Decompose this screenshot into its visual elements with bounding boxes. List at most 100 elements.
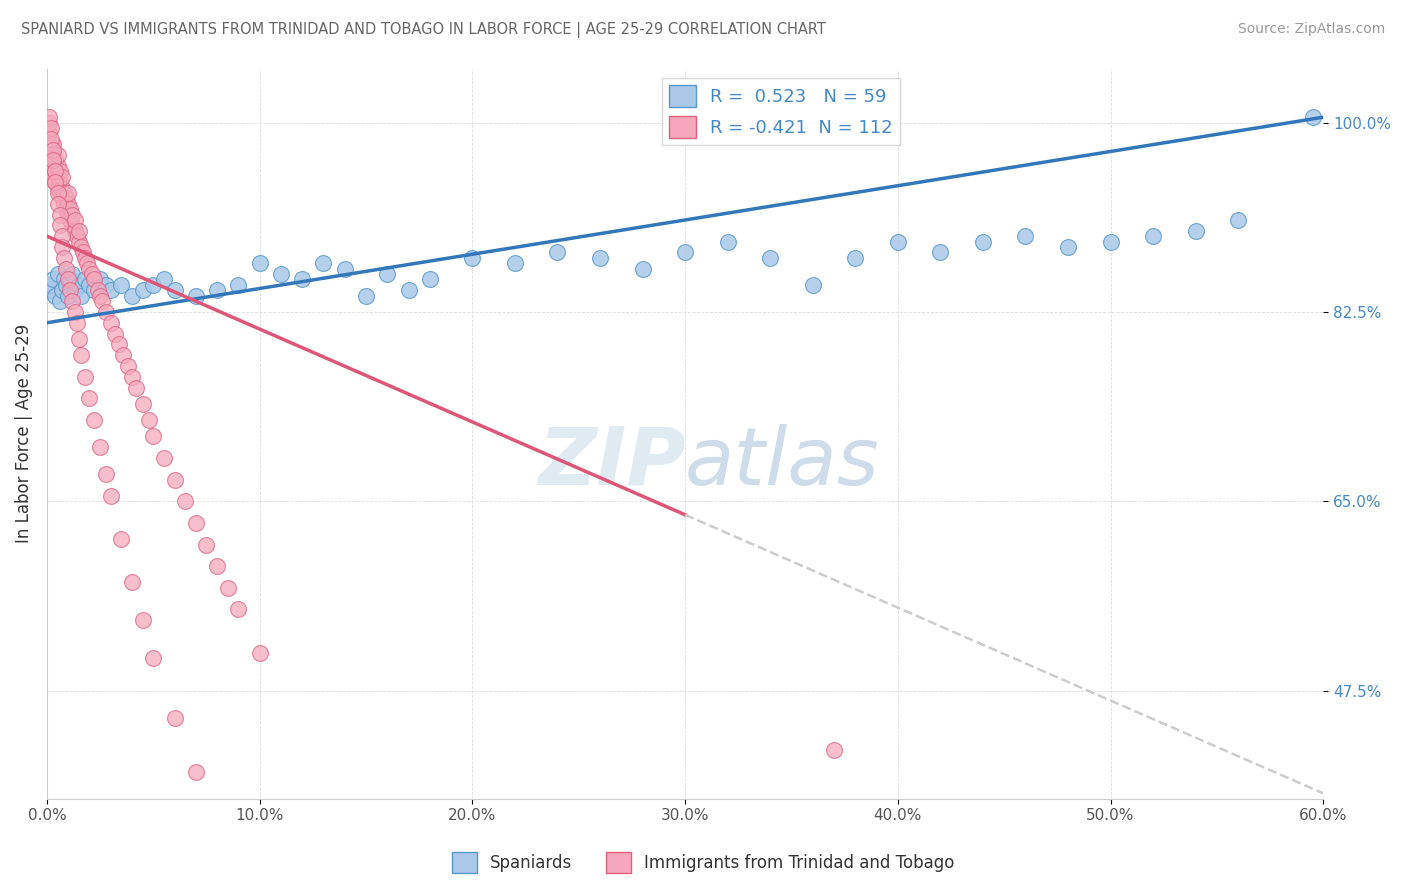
Point <box>48 219 70 233</box>
Point <box>801 277 824 292</box>
Point <box>63 224 86 238</box>
Point <box>228 277 250 292</box>
Point <box>153 272 176 286</box>
Point <box>63 305 86 319</box>
Point <box>104 326 127 341</box>
Point <box>39 143 62 157</box>
Point <box>163 473 186 487</box>
Point <box>62 294 84 309</box>
Point <box>38 137 60 152</box>
Point <box>1099 235 1122 249</box>
Point <box>759 251 782 265</box>
Point <box>67 277 90 292</box>
Point <box>59 213 82 227</box>
Point <box>39 164 62 178</box>
Point <box>39 121 62 136</box>
Point <box>249 256 271 270</box>
Point <box>46 186 69 200</box>
Point <box>110 532 132 546</box>
Point <box>55 261 77 276</box>
Point <box>56 196 79 211</box>
Point <box>195 537 218 551</box>
Point <box>100 489 122 503</box>
Point <box>80 267 103 281</box>
Point <box>46 196 69 211</box>
Point <box>44 175 66 189</box>
Point <box>1184 224 1206 238</box>
Point <box>48 164 70 178</box>
Point <box>823 743 845 757</box>
Point <box>631 261 654 276</box>
Point <box>112 348 135 362</box>
Point <box>673 245 696 260</box>
Point <box>38 159 60 173</box>
Point <box>163 711 186 725</box>
Point <box>51 283 73 297</box>
Point <box>131 397 153 411</box>
Point <box>89 440 111 454</box>
Point <box>63 283 86 297</box>
Point <box>887 235 910 249</box>
Point <box>56 186 79 200</box>
Point <box>312 256 335 270</box>
Point <box>52 272 75 286</box>
Point <box>44 164 66 178</box>
Point <box>42 272 65 286</box>
Point <box>184 516 207 530</box>
Point <box>121 289 143 303</box>
Point <box>46 180 69 194</box>
Point <box>39 153 62 168</box>
Point <box>89 272 111 286</box>
Point <box>1142 229 1164 244</box>
Point <box>929 245 952 260</box>
Legend: Spaniards, Immigrants from Trinidad and Tobago: Spaniards, Immigrants from Trinidad and … <box>446 846 960 880</box>
Point <box>138 413 160 427</box>
Point <box>59 202 82 216</box>
Point <box>51 169 73 184</box>
Point <box>52 186 75 200</box>
Point <box>1057 240 1080 254</box>
Point <box>59 272 82 286</box>
Point <box>398 283 420 297</box>
Point <box>62 219 84 233</box>
Point <box>52 251 75 265</box>
Point <box>249 646 271 660</box>
Point <box>44 153 66 168</box>
Point <box>38 127 60 141</box>
Point <box>38 110 60 124</box>
Point <box>589 251 612 265</box>
Point <box>42 148 65 162</box>
Point <box>79 392 101 406</box>
Point <box>419 272 441 286</box>
Point <box>51 229 73 244</box>
Point <box>39 277 62 292</box>
Point <box>205 283 228 297</box>
Point <box>42 153 65 168</box>
Point <box>75 369 97 384</box>
Point <box>42 169 65 184</box>
Point <box>153 450 176 465</box>
Point <box>70 348 93 362</box>
Point <box>142 277 165 292</box>
Point <box>75 251 97 265</box>
Point <box>46 159 69 173</box>
Point <box>44 175 66 189</box>
Point <box>205 808 228 822</box>
Point <box>1302 110 1324 124</box>
Point <box>55 202 77 216</box>
Point <box>66 316 89 330</box>
Point <box>249 862 271 876</box>
Point <box>42 137 65 152</box>
Point <box>217 581 239 595</box>
Point <box>142 429 165 443</box>
Point <box>79 277 101 292</box>
Point <box>62 267 84 281</box>
Point <box>48 175 70 189</box>
Point <box>42 143 65 157</box>
Point <box>354 289 377 303</box>
Point <box>39 132 62 146</box>
Point <box>228 602 250 616</box>
Point <box>42 159 65 173</box>
Point <box>51 240 73 254</box>
Point <box>121 575 143 590</box>
